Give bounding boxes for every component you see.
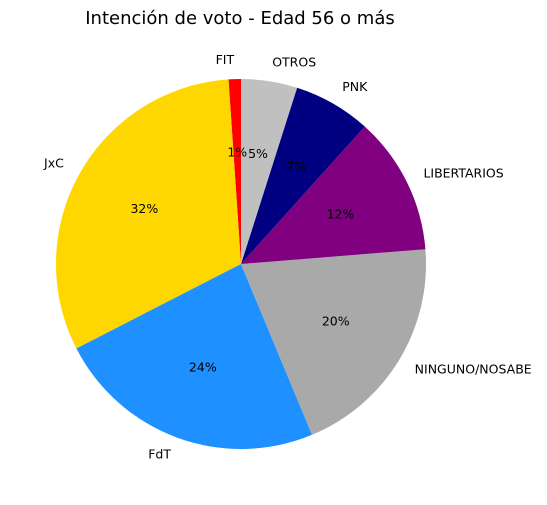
slice-pct-ninguno-nosabe: 20% <box>322 313 350 328</box>
slice-label-otros: OTROS <box>272 54 316 69</box>
slice-label-fit: FIT <box>216 52 235 67</box>
slice-pct-fit: 1% <box>227 145 247 160</box>
slice-pct-fdt: 24% <box>189 360 217 375</box>
slice-label-pnk: PNK <box>342 79 368 94</box>
slice-pct-pnk: 7% <box>286 159 306 174</box>
pie-slices <box>55 79 426 449</box>
pie-slice-otros <box>241 79 298 264</box>
slice-pct-otros: 5% <box>248 146 268 161</box>
pie-slice-ninguno-nosabe <box>241 249 426 435</box>
slice-label-fdt: FdT <box>148 447 171 462</box>
slice-label-jxc: JxC <box>43 155 64 170</box>
slice-label-libertarios: LIBERTARIOS <box>423 165 503 180</box>
pie-slice-pnk <box>241 87 365 265</box>
slice-pct-jxc: 32% <box>130 201 158 216</box>
pie-labels: FIT 1% JxC 32% FdT 24% NINGUNO/NOSABE 20% LIBERT… <box>43 52 532 461</box>
chart-title: Intención de voto - Edad 56 o más <box>85 8 394 29</box>
pie-slice-libertarios <box>241 126 426 264</box>
pie-slice-fdt <box>76 264 313 449</box>
pie-slice-fit <box>228 79 241 264</box>
slice-pct-libertarios: 12% <box>327 206 355 221</box>
pie-slice-jxc <box>55 79 241 349</box>
slice-label-ninguno-nosabe: NINGUNO/NOSABE <box>415 362 532 377</box>
